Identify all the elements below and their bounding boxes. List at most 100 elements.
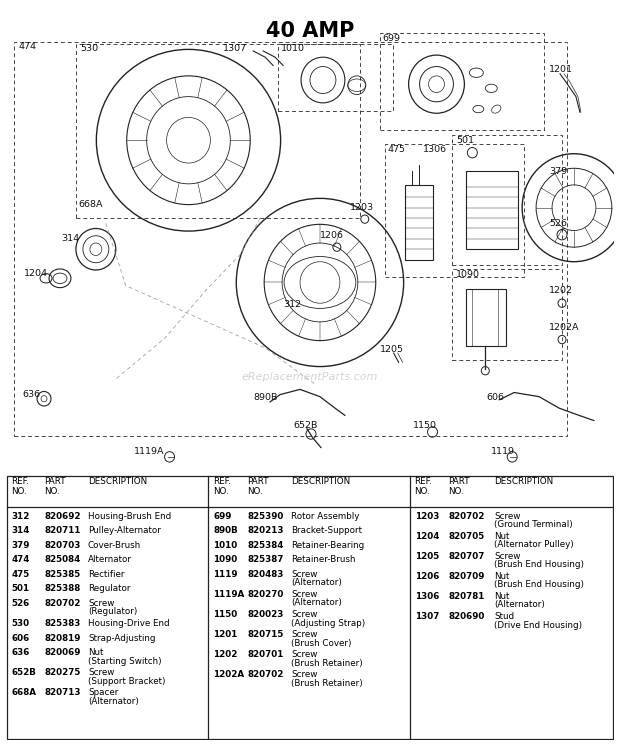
Text: 636: 636 [22, 390, 40, 399]
Text: (Regulator): (Regulator) [88, 607, 137, 617]
Text: 820713: 820713 [44, 688, 81, 697]
Text: 1010: 1010 [213, 541, 237, 550]
Text: DESCRIPTION: DESCRIPTION [291, 477, 350, 486]
Text: 314: 314 [11, 526, 30, 535]
Bar [14, 42, 567, 436]
Text: DESCRIPTION: DESCRIPTION [88, 477, 147, 486]
Text: 820023: 820023 [247, 610, 283, 619]
Text: 1150: 1150 [213, 610, 237, 619]
Text: 820270: 820270 [247, 590, 283, 599]
Text: 820701: 820701 [247, 650, 283, 659]
Text: Nut: Nut [88, 648, 104, 657]
Text: 1205: 1205 [415, 552, 439, 561]
Text: 1307: 1307 [223, 45, 247, 54]
Text: Housing-Brush End: Housing-Brush End [88, 512, 171, 521]
Text: 820702: 820702 [44, 599, 81, 608]
Text: 1203: 1203 [415, 512, 439, 521]
Text: Screw: Screw [291, 610, 317, 619]
Text: Retainer-Brush: Retainer-Brush [291, 555, 356, 565]
Text: Rectifier: Rectifier [88, 570, 125, 579]
Text: 668A: 668A [78, 200, 102, 209]
Text: Nut: Nut [494, 592, 510, 601]
Text: 825390: 825390 [247, 512, 283, 521]
Text: 1202: 1202 [549, 286, 573, 295]
Text: 820709: 820709 [448, 572, 485, 581]
Text: 820819: 820819 [44, 634, 81, 643]
Text: Screw: Screw [88, 668, 114, 677]
Text: 1306: 1306 [415, 592, 439, 601]
Text: 475: 475 [11, 570, 29, 579]
Text: 1201: 1201 [549, 65, 573, 74]
Text: 820711: 820711 [44, 526, 81, 535]
Text: PART
NO.: PART NO. [247, 477, 269, 496]
Text: 699: 699 [383, 34, 401, 43]
Text: 530: 530 [80, 45, 98, 54]
Text: 825383: 825383 [44, 619, 81, 628]
Text: 1204: 1204 [415, 532, 439, 541]
Text: 825388: 825388 [44, 585, 81, 594]
Text: (Starting Switch): (Starting Switch) [88, 657, 161, 666]
Text: 1204: 1204 [24, 269, 48, 278]
Text: Spacer: Spacer [88, 688, 118, 697]
Text: Bracket-Support: Bracket-Support [291, 526, 362, 535]
Text: Screw: Screw [88, 599, 114, 608]
Bar [278, 44, 392, 111]
Text: 526: 526 [549, 219, 567, 228]
Text: 379: 379 [11, 541, 30, 550]
Text: 312: 312 [283, 300, 301, 309]
Text: 820715: 820715 [247, 630, 283, 639]
Text: (Brush Retainer): (Brush Retainer) [291, 679, 363, 687]
Text: 474: 474 [18, 42, 36, 51]
Text: 1150: 1150 [412, 421, 436, 430]
Text: Screw: Screw [291, 570, 317, 579]
Text: 530: 530 [11, 619, 29, 628]
Text: Screw: Screw [291, 590, 317, 599]
Text: Screw: Screw [291, 630, 317, 639]
Text: 890B: 890B [253, 393, 278, 403]
Text: 312: 312 [11, 512, 30, 521]
Text: 475: 475 [388, 145, 405, 154]
Text: (Alternator): (Alternator) [291, 598, 342, 607]
Text: Screw: Screw [291, 650, 317, 659]
Text: 1119A: 1119A [134, 447, 164, 456]
Text: 1201: 1201 [213, 630, 237, 639]
Text: (Adjusting Strap): (Adjusting Strap) [291, 618, 365, 627]
Text: 820781: 820781 [448, 592, 485, 601]
Text: 526: 526 [11, 599, 29, 608]
Text: (Support Bracket): (Support Bracket) [88, 676, 166, 686]
Text: Nut: Nut [494, 572, 510, 581]
Text: 501: 501 [456, 135, 474, 145]
Text: (Alternator): (Alternator) [291, 578, 342, 588]
Text: 379: 379 [549, 167, 567, 176]
Text: 652B: 652B [11, 668, 36, 677]
Text: (Drive End Housing): (Drive End Housing) [494, 620, 582, 629]
Text: Pulley-Alternator: Pulley-Alternator [88, 526, 161, 535]
Text: 820705: 820705 [448, 532, 485, 541]
Text: Screw: Screw [291, 670, 317, 679]
Text: 474: 474 [11, 555, 30, 565]
Text: 1119: 1119 [213, 570, 238, 579]
Text: 820692: 820692 [44, 512, 81, 521]
Text: 820483: 820483 [247, 570, 283, 579]
Text: 890B: 890B [213, 526, 238, 535]
Text: (Brush Retainer): (Brush Retainer) [291, 658, 363, 667]
Text: PART
NO.: PART NO. [448, 477, 470, 496]
Bar [405, 185, 433, 260]
Text: 1206: 1206 [415, 572, 439, 581]
Text: REF.
NO.: REF. NO. [11, 477, 29, 496]
Text: DESCRIPTION: DESCRIPTION [494, 477, 554, 486]
Bar [466, 171, 518, 249]
Text: Housing-Drive End: Housing-Drive End [88, 619, 169, 628]
Text: 606: 606 [11, 634, 29, 643]
Bar [466, 289, 506, 346]
Text: PART
NO.: PART NO. [44, 477, 66, 496]
Text: (Ground Terminal): (Ground Terminal) [494, 520, 573, 529]
Bar [453, 269, 562, 360]
Text: 668A: 668A [11, 688, 36, 697]
Text: (Brush End Housing): (Brush End Housing) [494, 560, 584, 569]
Text: (Alternator): (Alternator) [494, 600, 545, 609]
Text: 825385: 825385 [44, 570, 81, 579]
Text: Screw: Screw [494, 552, 521, 561]
Bar [453, 135, 562, 265]
Text: 1010: 1010 [281, 45, 305, 54]
